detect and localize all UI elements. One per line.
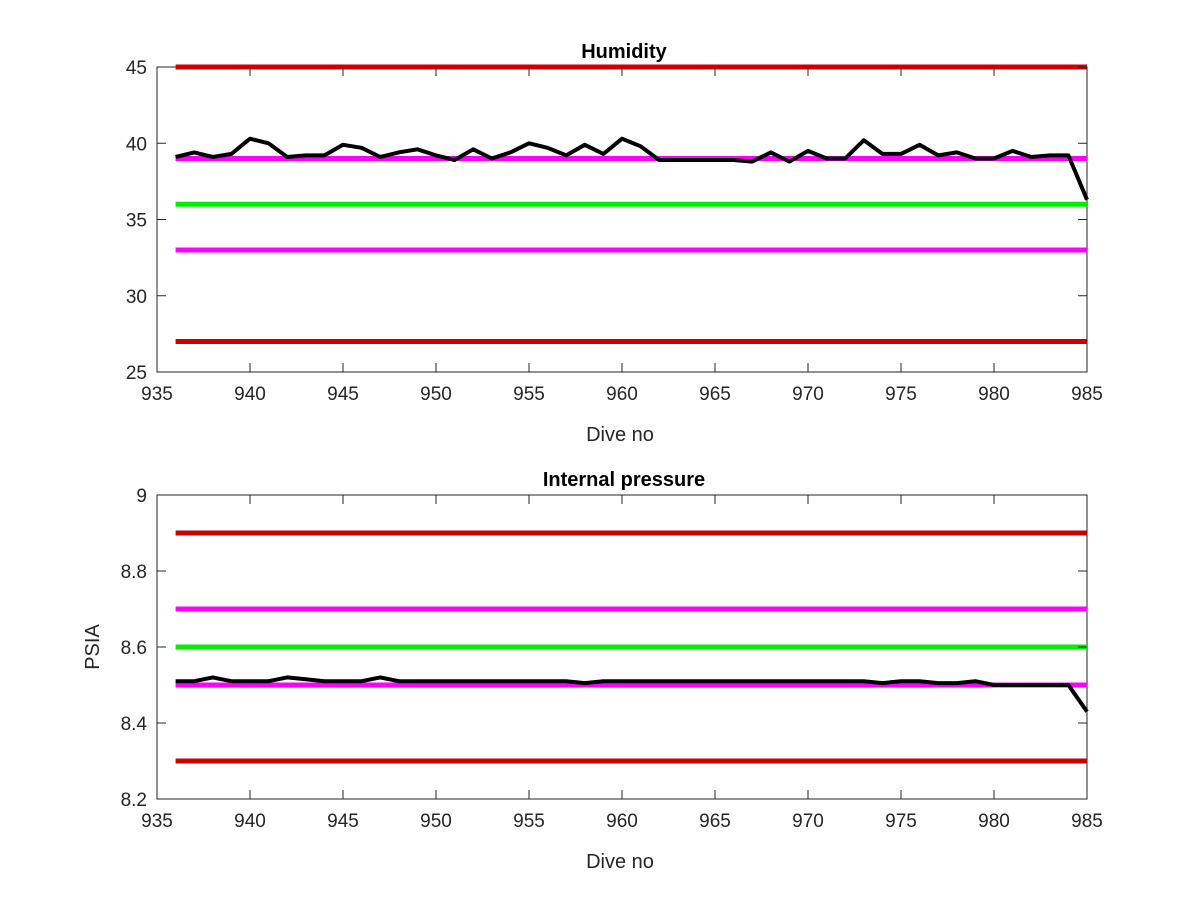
x-tick-label: 985 — [1071, 811, 1103, 832]
x-axis-label: Dive no — [586, 424, 654, 446]
y-tick-label: 35 — [126, 211, 147, 232]
y-tick-label: 9 — [136, 486, 147, 507]
x-tick-label: 965 — [699, 811, 731, 832]
x-tick-label: 955 — [513, 384, 545, 405]
x-tick-label: 985 — [1071, 384, 1103, 405]
x-tick-label: 935 — [141, 384, 173, 405]
x-tick-label: 945 — [327, 811, 359, 832]
x-tick-label: 975 — [885, 811, 917, 832]
x-tick-label: 945 — [327, 384, 359, 405]
y-tick-label: 25 — [126, 363, 147, 384]
chart-title: Internal pressure — [543, 469, 705, 491]
y-axis-label: PSIA — [82, 624, 104, 670]
x-tick-label: 970 — [792, 384, 824, 405]
x-tick-label: 960 — [606, 811, 638, 832]
x-tick-label: 970 — [792, 811, 824, 832]
y-tick-label: 8.4 — [121, 714, 148, 735]
y-tick-label: 8.2 — [121, 790, 147, 811]
plot-area — [156, 66, 1088, 373]
x-tick-label: 975 — [885, 384, 917, 405]
x-tick-label: 955 — [513, 811, 545, 832]
y-tick-label: 45 — [126, 58, 147, 79]
x-tick-label: 965 — [699, 384, 731, 405]
x-axis-label: Dive no — [586, 851, 654, 873]
series-line — [175, 675, 1089, 713]
y-tick-label: 8.8 — [121, 562, 147, 583]
x-tick-label: 980 — [978, 811, 1010, 832]
x-tick-label: 935 — [141, 811, 173, 832]
x-tick-label: 940 — [234, 811, 266, 832]
x-tick-label: 980 — [978, 384, 1010, 405]
x-tick-label: 940 — [234, 384, 266, 405]
x-tick-label: 960 — [606, 384, 638, 405]
x-tick-label: 950 — [420, 811, 452, 832]
y-tick-label: 30 — [126, 287, 147, 308]
humidity-chart: 935 940 945 950 955 960 965 970 975 980 985 25 30 35 4… — [126, 41, 1103, 446]
y-tick-label: 8.6 — [121, 638, 147, 659]
y-tick-label: 40 — [126, 134, 147, 155]
x-tick-label: 950 — [420, 384, 452, 405]
chart-title: Humidity — [581, 41, 667, 63]
internal-pressure-chart: 935 940 945 950 955 960 965 970 975 980 985 8.2 8.4 8… — [82, 469, 1103, 873]
series-line — [175, 136, 1089, 201]
